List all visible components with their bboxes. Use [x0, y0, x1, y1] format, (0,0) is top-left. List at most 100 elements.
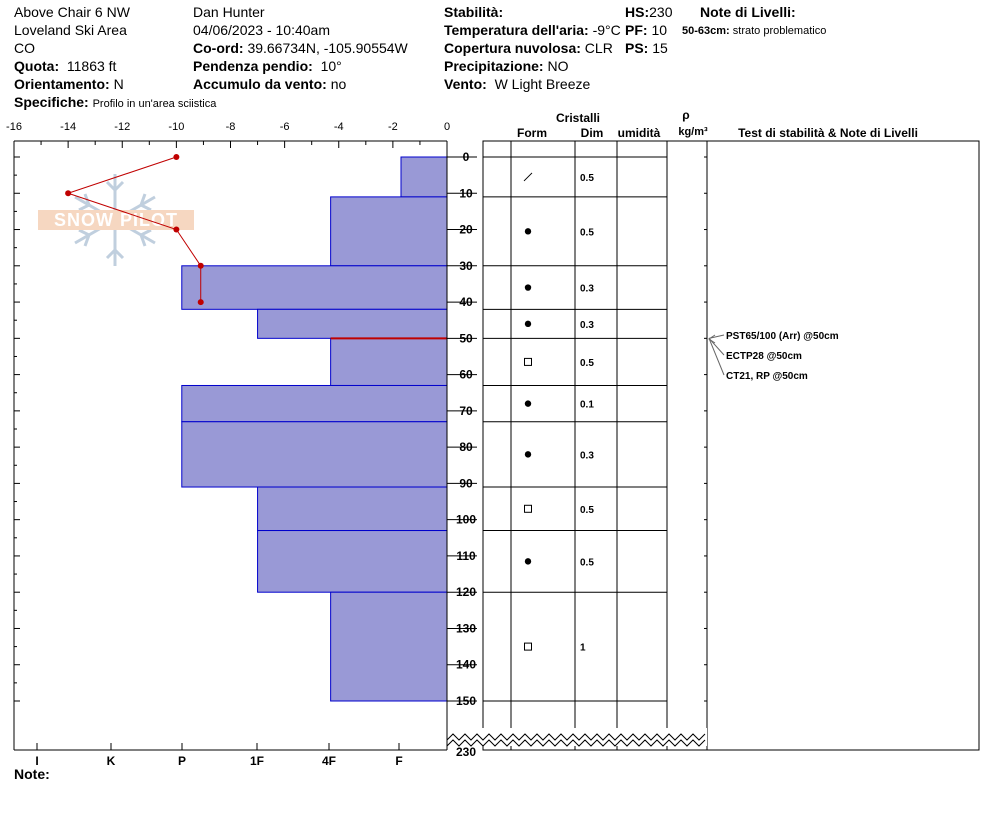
header-rho: ρ: [682, 108, 689, 122]
header-tests: Test di stabilità & Note di Livelli: [738, 126, 918, 140]
break-zigzag-2: [446, 739, 706, 747]
depth-tick-label: 150: [456, 694, 476, 708]
header-humidity: umidità: [618, 126, 661, 140]
slope-value: 10°: [320, 58, 342, 74]
stability-tests: PST65/100 (Arr) @50cm ECTP28 @50cm CT21, R…: [708, 331, 839, 382]
depth-tick-label: 30: [459, 259, 473, 273]
crystal-form-dot-3: [524, 320, 532, 328]
ps-value: 15: [652, 40, 668, 56]
temp-tick-label: -12: [114, 121, 130, 133]
hardness-label: I: [35, 754, 38, 768]
hs: HS:230: [625, 3, 672, 21]
hardness-bar-9: [330, 591, 448, 702]
hardness-bar-7: [257, 486, 448, 532]
break-zigzag-1: [446, 733, 706, 741]
ps-label: PS:: [625, 40, 649, 56]
elevation-label: Quota:: [14, 58, 60, 74]
crystal-dim-4: 0.5: [580, 358, 594, 369]
watermark-band: [38, 210, 194, 230]
hardness-bar-3: [257, 308, 448, 339]
cloud-cover: Copertura nuvolosa: CLR: [444, 39, 613, 57]
watermark: SNOW PILOT: [38, 174, 194, 266]
temp-tick-label: -4: [334, 121, 344, 133]
air-temp: Temperatura dell'aria: -9°C: [444, 21, 621, 39]
watermark-text: SNOW PILOT: [54, 210, 178, 230]
temp-point-1: [65, 190, 72, 197]
note: Note:: [14, 765, 50, 783]
temp-tick-label: -14: [60, 121, 76, 133]
crystal-dim-6: 0.3: [580, 450, 594, 461]
hardness-label: 4F: [322, 754, 336, 768]
hardness-bar-8: [257, 530, 448, 593]
elevation: Quota: 11863 ft: [14, 57, 116, 75]
crystal-dim-5: 0.1: [580, 400, 594, 411]
temp-tick-label: -10: [168, 121, 184, 133]
hardness-label: 1F: [250, 754, 264, 768]
crystal-form-square-4: [524, 357, 532, 366]
specifics: Specifiche: Profilo in un'area sciistica: [14, 93, 216, 113]
hardness-bar-6: [181, 421, 448, 488]
hardness-bars: [181, 156, 448, 702]
header-crystals: Cristalli: [556, 111, 600, 125]
depth-tick-label: 0: [463, 150, 470, 164]
datetime: 04/06/2023 - 10:40am: [193, 22, 330, 38]
hardness-label: P: [178, 754, 186, 768]
layer-note-range: 50-63cm:: [682, 25, 730, 37]
pf-label: PF:: [625, 22, 648, 38]
location-name: Above Chair 6 NW: [14, 4, 130, 20]
precip-value: NO: [547, 58, 569, 74]
hs-value: 230: [649, 4, 673, 20]
depth-tick-label: 140: [456, 658, 476, 672]
observer: Dan Hunter: [193, 4, 265, 20]
stability-test-0: PST65/100 (Arr) @50cm: [726, 331, 839, 342]
axes: -16 -14 -12 -10 -8 -6 -4 -2 0 0 10 20 30 40 50 60 70 80 90…: [6, 121, 477, 768]
crystal-form-slash-0: [523, 172, 533, 182]
temp-tick-label: -8: [226, 121, 236, 133]
precip-label: Precipitazione:: [444, 58, 544, 74]
temp-point-3: [197, 262, 204, 269]
test-leader-2: [708, 338, 725, 376]
wind-load-value: no: [330, 76, 347, 92]
wind: Vento: W Light Breeze: [444, 75, 590, 93]
crystal-grid: [446, 140, 980, 751]
stability: Stabilità:: [444, 3, 503, 21]
layer-notes: Note di Livelli:: [700, 3, 796, 21]
area-name: Loveland Ski Area: [14, 22, 127, 38]
depth-tick-label: 130: [456, 621, 476, 635]
depth-tick-label: 70: [459, 404, 473, 418]
temp-tick-label: -16: [6, 121, 22, 133]
header-form: Form: [517, 126, 547, 140]
temperature-profile: [65, 154, 204, 306]
pf: PF: 10: [625, 21, 668, 39]
crystal-dim-7: 0.5: [580, 505, 594, 516]
crystal-form-dot-2: [524, 284, 532, 291]
header-density-unit: kg/m³: [678, 126, 708, 138]
aspect: Orientamento: N: [14, 75, 124, 93]
test-arrow: [708, 334, 716, 344]
coordinates: Co-ord: 39.66734N, -105.90554W: [193, 39, 408, 57]
slope: Pendenza pendio: 10°: [193, 57, 342, 75]
wind-load: Accumulo da vento: no: [193, 75, 346, 93]
depth-tick-label: 90: [459, 476, 473, 490]
crystal-dim-0: 0.5: [580, 173, 594, 184]
stability-test-2: CT21, RP @50cm: [726, 371, 808, 382]
wind-label: Vento:: [444, 76, 487, 92]
aspect-label: Orientamento:: [14, 76, 110, 92]
crystal-form-dot-5: [524, 400, 532, 407]
hardness-bar-2: [181, 265, 448, 310]
layer-note-text: strato problematico: [732, 25, 827, 37]
crystal-form-dot-1: [524, 228, 532, 235]
ps: PS: 15: [625, 39, 668, 57]
header-dim: Dim: [581, 126, 604, 140]
hs-label: HS:: [625, 4, 650, 20]
precipitation: Precipitazione: NO: [444, 57, 568, 75]
air-temp-value: -9°C: [592, 22, 621, 38]
crystal-form-square-9: [524, 642, 532, 651]
hardness-bar-5: [181, 384, 448, 423]
depth-tick-label: 100: [456, 513, 476, 527]
depth-tick-label: 120: [456, 585, 476, 599]
stability-test-1: ECTP28 @50cm: [726, 351, 802, 362]
depth-tick-label: 50: [459, 331, 473, 345]
note-label: Note:: [14, 766, 50, 782]
stability-label: Stabilità:: [444, 4, 504, 20]
